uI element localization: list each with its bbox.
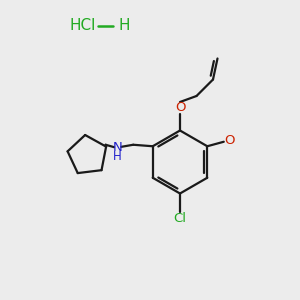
Text: N: N [113,141,122,154]
Text: Cl: Cl [173,212,187,226]
Text: H: H [113,150,122,163]
Text: O: O [224,134,235,147]
Text: HCl: HCl [70,18,96,33]
Text: H: H [118,18,130,33]
Text: O: O [175,101,185,114]
